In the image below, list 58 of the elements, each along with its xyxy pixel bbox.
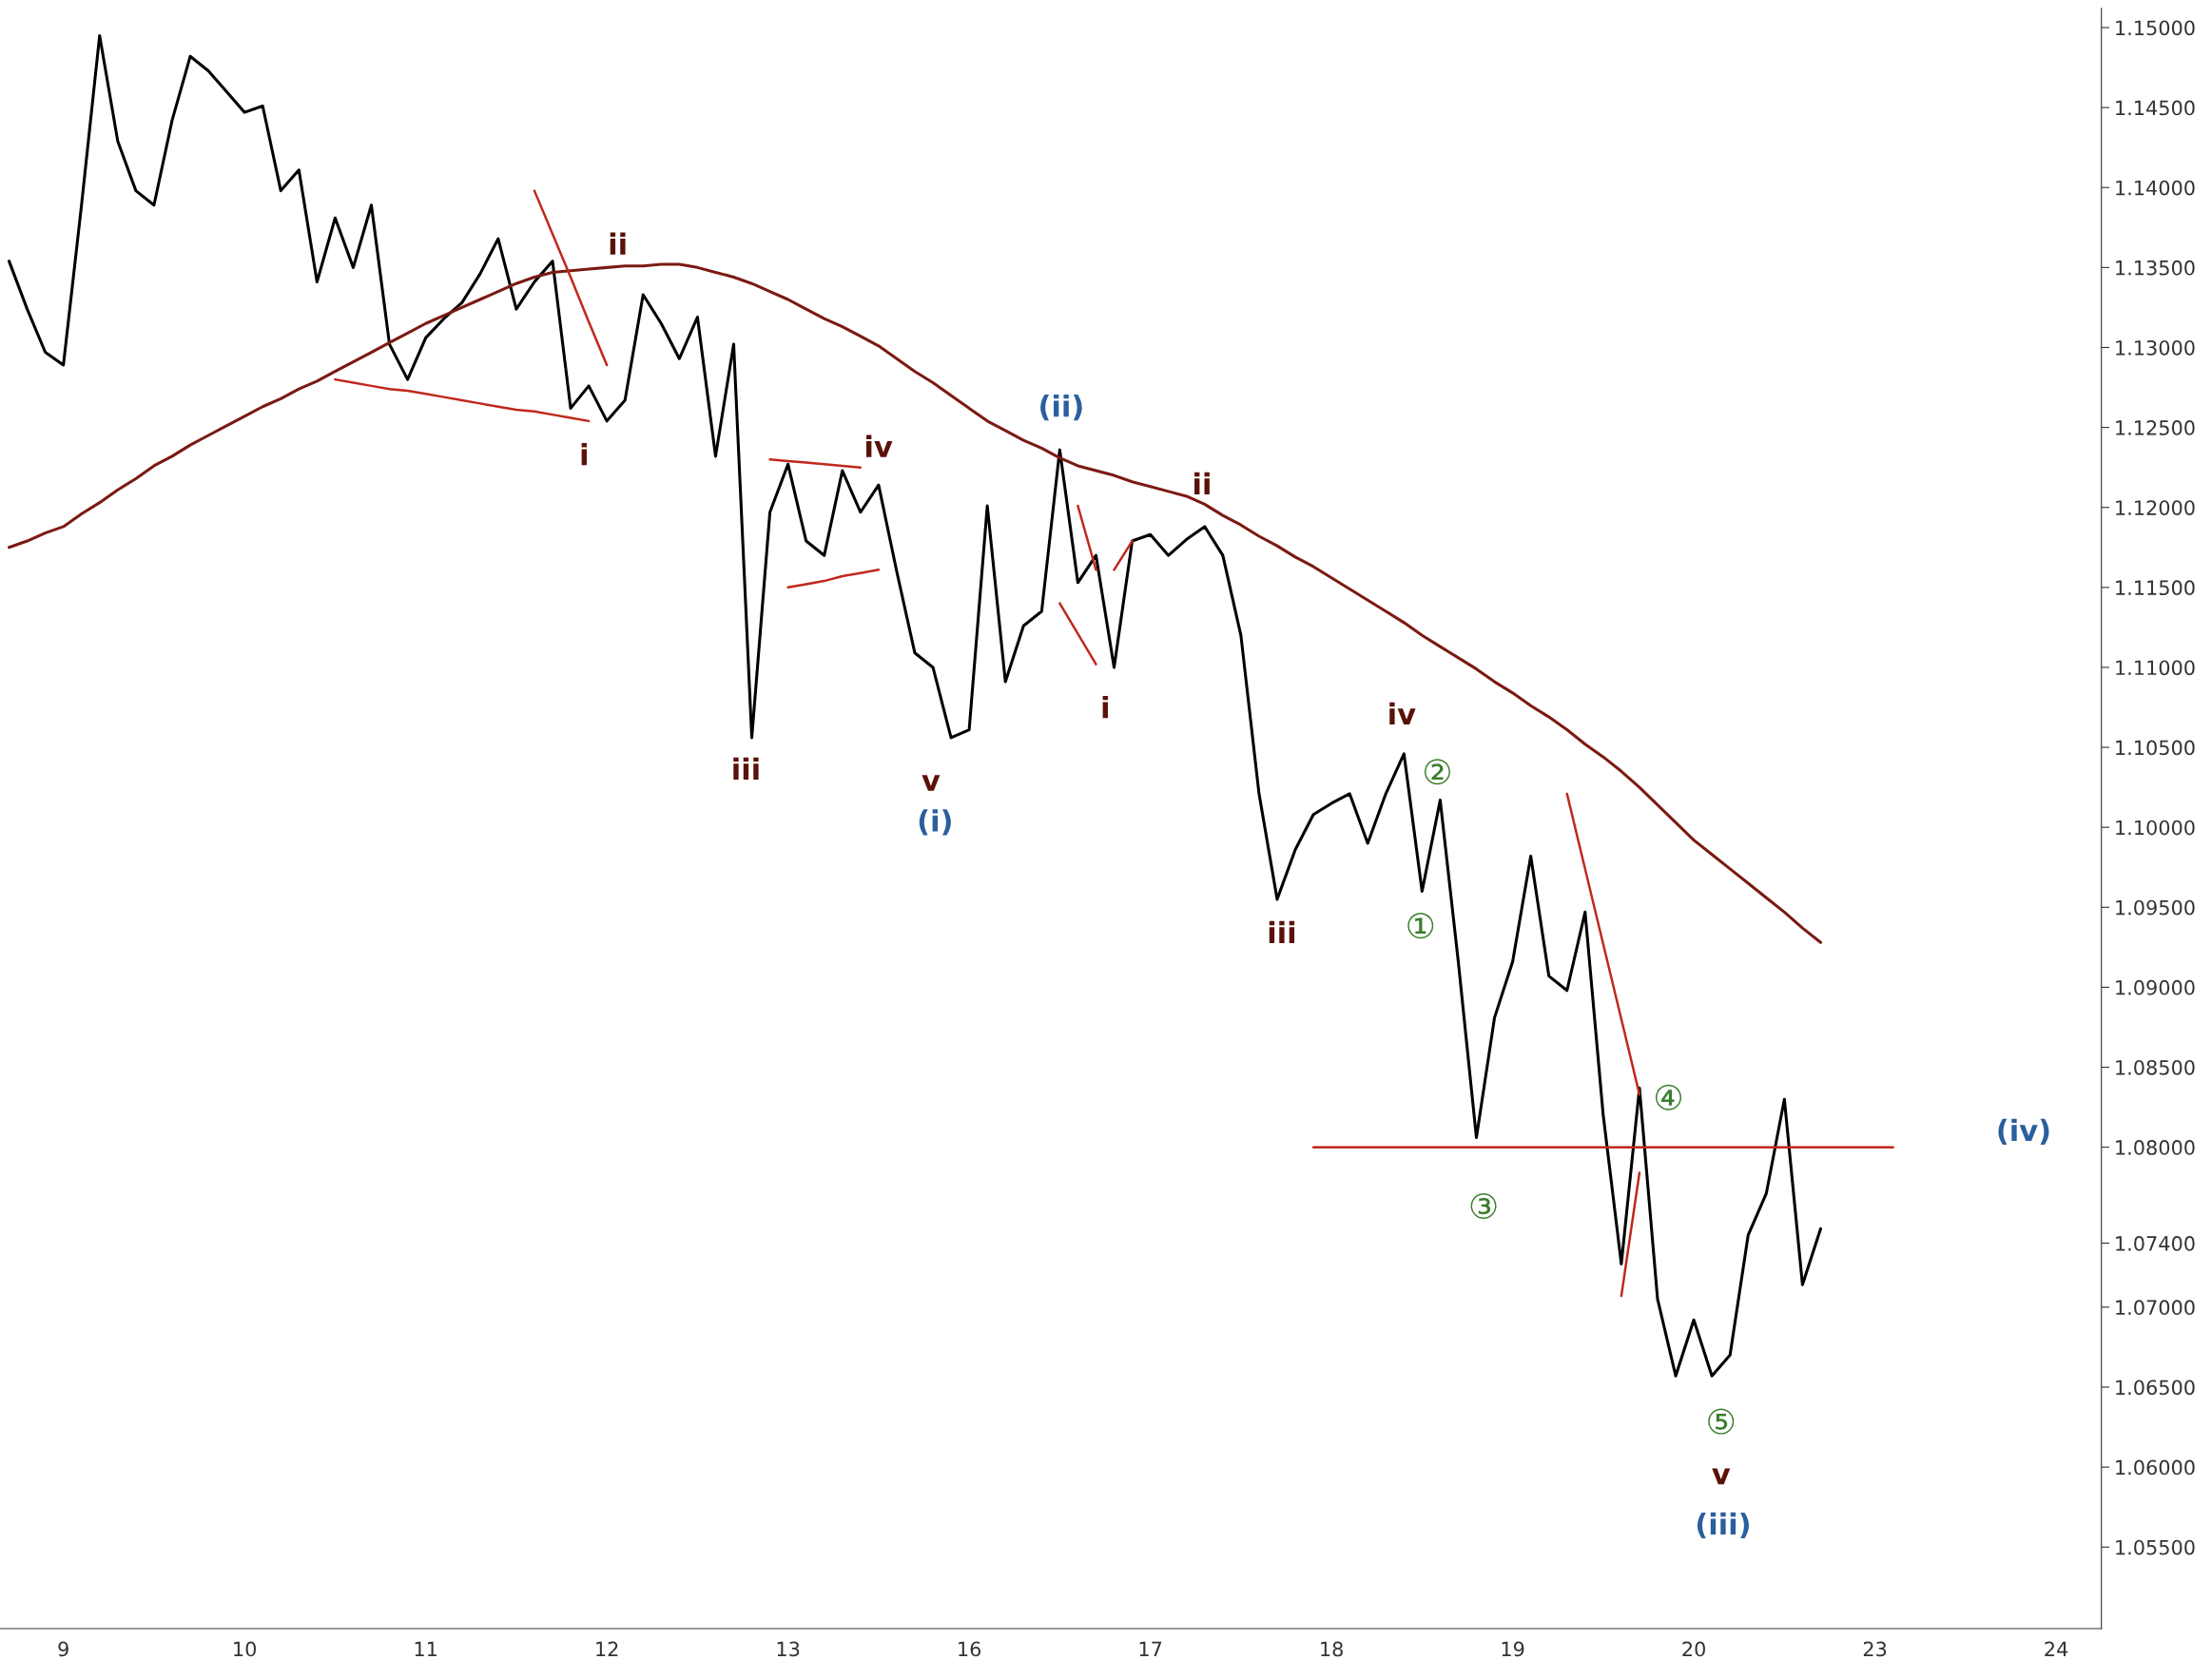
- annotation: (ii): [1040, 394, 1082, 421]
- x-tick-label: 11: [415, 1641, 437, 1657]
- x-tick-label: 17: [1139, 1641, 1162, 1657]
- line-series: [7, 33, 1822, 1378]
- y-tick-label: 1.05500: [2116, 1539, 2195, 1555]
- y-tick-label: 1.13500: [2116, 260, 2195, 276]
- x-tick-label: 20: [1682, 1641, 1705, 1657]
- y-tick-label: 1.10000: [2116, 820, 2195, 836]
- x-tick-label: 23: [1863, 1641, 1887, 1657]
- y-tick-label: 1.08000: [2116, 1140, 2195, 1155]
- y-tick-label: 1.06500: [2116, 1380, 2195, 1396]
- y-tick-label: 1.12500: [2116, 420, 2195, 435]
- line-series: [786, 569, 881, 589]
- annotation: (iii): [1697, 1512, 1749, 1539]
- x-tick-label: 9: [58, 1641, 68, 1657]
- y-tick-label: 1.08500: [2116, 1059, 2195, 1075]
- y-tick-label: 1.12000: [2116, 500, 2195, 515]
- y-tick-label: 1.15000: [2116, 20, 2195, 36]
- annotation: (iv): [1998, 1118, 2049, 1145]
- y-tick-label: 1.09000: [2116, 979, 2195, 995]
- x-tick-label: 10: [234, 1641, 257, 1657]
- annotation: v: [922, 775, 941, 791]
- annotation: i: [1102, 695, 1108, 719]
- x-tick-label: 19: [1502, 1641, 1524, 1657]
- y-tick-label: 1.11000: [2116, 660, 2195, 676]
- x-tick-label: 16: [959, 1641, 981, 1657]
- y-tick-label: 1.13000: [2116, 339, 2195, 356]
- annotation: ii: [610, 232, 626, 255]
- y-tick-label: 1.09500: [2116, 899, 2195, 916]
- x-tick-label: 12: [596, 1641, 618, 1657]
- line-series: [768, 457, 863, 469]
- annotation: (i): [919, 809, 951, 836]
- y-tick-label: 1.07400: [2116, 1236, 2195, 1251]
- annotation: iv: [866, 434, 893, 457]
- annotation: ii: [1194, 472, 1210, 494]
- y-tick-label: 1.14500: [2116, 100, 2195, 116]
- y-tick-label: 1.14000: [2116, 180, 2195, 196]
- annotation: ⑤: [1708, 1408, 1735, 1435]
- line-series: [533, 189, 609, 367]
- annotation: iii: [1269, 920, 1295, 944]
- y-tick-label: 1.11500: [2116, 580, 2195, 596]
- annotation: ④: [1655, 1084, 1682, 1110]
- annotation: ③: [1470, 1192, 1497, 1219]
- annotation: ②: [1424, 759, 1450, 785]
- annotation: i: [581, 443, 587, 466]
- annotation: ①: [1407, 913, 1434, 939]
- annotation: iv: [1389, 702, 1416, 724]
- line-series: [334, 377, 591, 423]
- y-tick-label: 1.10500: [2116, 740, 2195, 756]
- annotation: v: [1712, 1468, 1731, 1485]
- annotation: iii: [733, 757, 759, 780]
- x-tick-label: 18: [1321, 1641, 1343, 1657]
- y-tick-label: 1.06000: [2116, 1459, 2195, 1476]
- x-tick-label: 24: [2045, 1641, 2068, 1657]
- line-series: [7, 262, 1822, 944]
- x-tick-label: 13: [777, 1641, 800, 1657]
- y-tick-label: 1.07000: [2116, 1300, 2195, 1316]
- line-series: [1565, 792, 1641, 1096]
